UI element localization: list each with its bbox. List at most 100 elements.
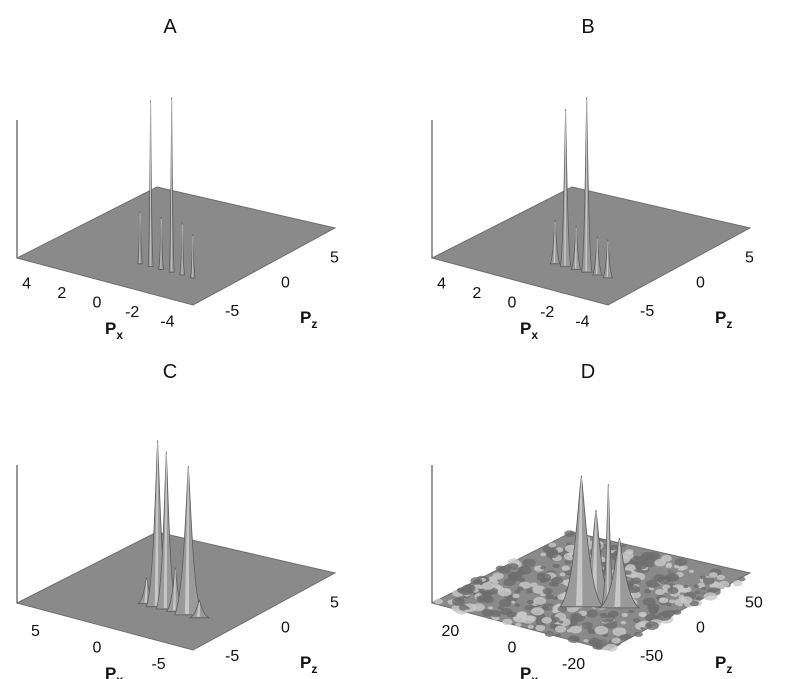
- surface-noise: [547, 548, 559, 556]
- surface-noise: [554, 625, 567, 633]
- surface-peak-highlight: [139, 213, 141, 263]
- z-tick-label: 0: [281, 620, 290, 637]
- x-tick-label: 5: [31, 623, 40, 640]
- surface-noise: [526, 588, 534, 594]
- surface-base-plane: [430, 186, 752, 306]
- z-axis-label-sub: z: [311, 317, 317, 331]
- surface-noise: [693, 584, 700, 588]
- surface-noise: [551, 576, 564, 585]
- surface-noise: [624, 570, 632, 575]
- surface-noise: [541, 606, 549, 611]
- panel-title-c: C: [163, 361, 177, 383]
- surface-noise: [581, 622, 593, 630]
- surface-noise: [517, 586, 524, 591]
- z-axis-label-sub: z: [726, 662, 732, 676]
- surface-noise: [634, 631, 643, 637]
- surface-noise: [552, 563, 560, 568]
- surface-noise: [497, 587, 512, 597]
- surface-noise: [548, 542, 557, 548]
- surface-noise: [540, 566, 546, 570]
- surface-noise: [694, 590, 701, 595]
- x-tick-label: -4: [160, 313, 174, 330]
- surface-noise: [627, 585, 640, 594]
- surface-noise: [508, 563, 519, 570]
- surface-noise: [542, 588, 553, 595]
- z-tick-label: -50: [640, 648, 663, 665]
- surface-noise: [700, 575, 707, 580]
- surface-noise: [672, 609, 682, 615]
- surface-noise: [732, 580, 743, 587]
- surface-noise: [515, 623, 522, 627]
- surface-noise: [498, 599, 512, 607]
- x-tick-label: 0: [508, 295, 517, 312]
- surface-noise: [522, 558, 536, 567]
- surface-peak-highlight: [173, 569, 176, 611]
- panel-title-a: A: [163, 16, 177, 38]
- surface-noise: [630, 577, 642, 584]
- surface-noise: [532, 585, 546, 594]
- surface-noise: [718, 580, 730, 588]
- z-tick-label: -5: [225, 303, 239, 320]
- surface-peak-highlight: [154, 442, 159, 606]
- surface-peak-highlight: [163, 453, 167, 608]
- z-axis-label: Pz: [715, 308, 732, 331]
- x-tick-label: 2: [57, 285, 66, 302]
- z-tick-label: 0: [281, 275, 290, 292]
- surface-noise: [518, 577, 526, 583]
- surface-noise: [456, 587, 467, 594]
- surface-noise: [509, 574, 519, 581]
- surface-noise: [471, 603, 485, 612]
- surface-noise: [695, 596, 702, 601]
- surface-peak-highlight: [160, 218, 162, 269]
- surface-noise: [470, 577, 483, 585]
- surface-noise: [669, 599, 676, 604]
- surface-noise: [700, 587, 707, 591]
- surface-noise: [489, 610, 502, 618]
- x-tick-label: -2: [125, 304, 139, 321]
- surface-peak-highlight: [192, 236, 194, 277]
- surface-noise: [533, 596, 547, 605]
- z-tick-label: 0: [696, 275, 705, 292]
- surface-noise: [517, 565, 532, 575]
- surface-noise: [583, 639, 589, 643]
- surface-noise: [679, 565, 688, 570]
- panel-title-d: D: [581, 361, 595, 383]
- surface-noise: [487, 606, 494, 610]
- surface-peak-highlight: [576, 477, 583, 606]
- surface-noise: [680, 596, 693, 604]
- surface-noise: [619, 634, 630, 641]
- surface-noise: [642, 597, 656, 606]
- surface-noise: [541, 617, 552, 624]
- x-tick-label: -20: [562, 656, 585, 673]
- surface-noise: [524, 605, 534, 611]
- surface-noise: [630, 591, 641, 599]
- x-tick-label: 4: [437, 276, 446, 293]
- surface-noise: [702, 577, 715, 585]
- surface-peak-highlight: [184, 468, 189, 614]
- surface-noise: [637, 555, 649, 563]
- x-axis-label-sub: x: [531, 673, 538, 679]
- x-tick-label: 0: [93, 640, 102, 657]
- surface-noise: [502, 618, 513, 626]
- surface-noise: [452, 598, 465, 606]
- surface-noise: [667, 587, 679, 594]
- surface-noise: [666, 602, 672, 607]
- surface-noise: [620, 620, 627, 625]
- surface-noise: [596, 639, 608, 647]
- surface-noise: [544, 631, 555, 637]
- surface-noise: [557, 606, 568, 612]
- surface-noise: [540, 552, 547, 557]
- surface-noise: [646, 579, 660, 588]
- x-axis-label-sub: x: [531, 328, 538, 342]
- x-axis-label-sub: x: [116, 673, 123, 679]
- surface-noise: [540, 593, 546, 597]
- surface-noise: [559, 572, 566, 577]
- panel-b: B 4 2 0 -2 -4 5 0 -5 Px Pz: [430, 16, 754, 342]
- surface-noise: [564, 530, 575, 538]
- surface-noise: [561, 565, 570, 571]
- surface-noise: [703, 592, 718, 601]
- surface-noise: [709, 572, 718, 578]
- surface-noise: [514, 589, 521, 594]
- surface-peak-highlight: [596, 238, 598, 274]
- surface-noise: [512, 593, 520, 599]
